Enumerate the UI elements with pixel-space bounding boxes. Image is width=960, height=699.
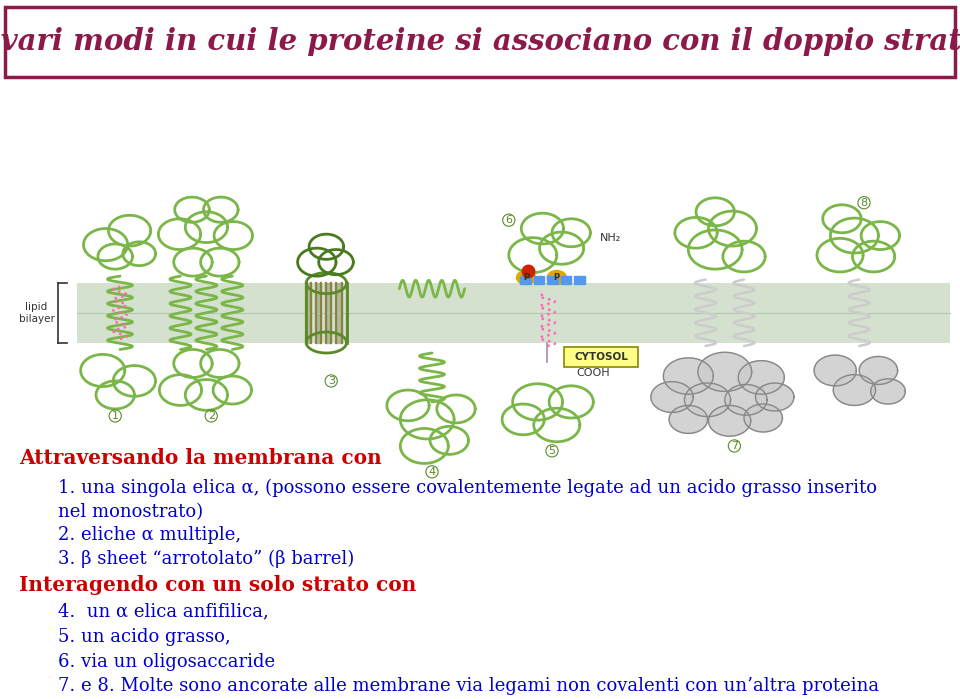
Text: P: P (523, 273, 529, 282)
Polygon shape (871, 379, 905, 404)
Polygon shape (814, 355, 856, 386)
Text: 8: 8 (860, 198, 868, 208)
Text: 4: 4 (428, 467, 436, 477)
Polygon shape (756, 383, 794, 411)
Text: 3: 3 (327, 376, 335, 386)
Text: Attraversando la membrana con: Attraversando la membrana con (19, 448, 382, 468)
Bar (547, 276, 558, 284)
Text: 5. un acido grasso,: 5. un acido grasso, (58, 628, 230, 647)
Bar (534, 276, 544, 284)
Text: 6. via un oligosaccaride: 6. via un oligosaccaride (58, 653, 275, 671)
Polygon shape (337, 283, 342, 343)
Text: 2. eliche α multiple,: 2. eliche α multiple, (58, 526, 241, 545)
Text: COOH: COOH (576, 368, 610, 378)
Polygon shape (725, 384, 767, 415)
Polygon shape (833, 375, 876, 405)
Circle shape (516, 271, 536, 284)
FancyBboxPatch shape (564, 347, 638, 367)
Polygon shape (651, 382, 693, 412)
Text: NH₂: NH₂ (600, 233, 621, 243)
FancyBboxPatch shape (5, 7, 955, 77)
Text: nel monostrato): nel monostrato) (58, 503, 203, 521)
Polygon shape (708, 405, 751, 436)
Text: CYTOSOL: CYTOSOL (574, 352, 628, 362)
Polygon shape (317, 283, 322, 343)
Text: 4.  un α elica anfifilica,: 4. un α elica anfifilica, (58, 603, 269, 621)
Text: 2: 2 (207, 411, 215, 421)
Bar (561, 276, 571, 284)
Text: 5: 5 (548, 446, 556, 456)
Bar (77, 283, 950, 343)
Text: 1: 1 (111, 411, 119, 421)
Bar (520, 276, 531, 284)
Text: 7. e 8. Molte sono ancorate alle membrane via legami non covalenti con un’altra : 7. e 8. Molte sono ancorate alle membran… (58, 677, 878, 696)
Bar (574, 276, 585, 284)
Text: lipid
bilayer: lipid bilayer (18, 302, 55, 324)
Polygon shape (663, 358, 713, 394)
Polygon shape (669, 405, 708, 433)
Text: I vari modi in cui le proteine si associano con il doppio strato: I vari modi in cui le proteine si associ… (0, 27, 960, 57)
Circle shape (547, 271, 566, 284)
Polygon shape (738, 361, 784, 394)
Text: Interagendo con un solo strato con: Interagendo con un solo strato con (19, 575, 417, 595)
Polygon shape (744, 404, 782, 432)
Text: 7: 7 (731, 441, 738, 451)
Polygon shape (306, 283, 311, 343)
Text: 3. β sheet “arrotolato” (β barrel): 3. β sheet “arrotolato” (β barrel) (58, 550, 354, 568)
Text: 1. una singola elica α, (possono essere covalentemente legate ad un acido grasso: 1. una singola elica α, (possono essere … (58, 479, 876, 497)
Polygon shape (684, 383, 731, 417)
Polygon shape (326, 283, 331, 343)
Text: 6: 6 (505, 215, 513, 225)
Polygon shape (698, 352, 752, 391)
Polygon shape (859, 356, 898, 384)
Text: P: P (554, 273, 560, 282)
